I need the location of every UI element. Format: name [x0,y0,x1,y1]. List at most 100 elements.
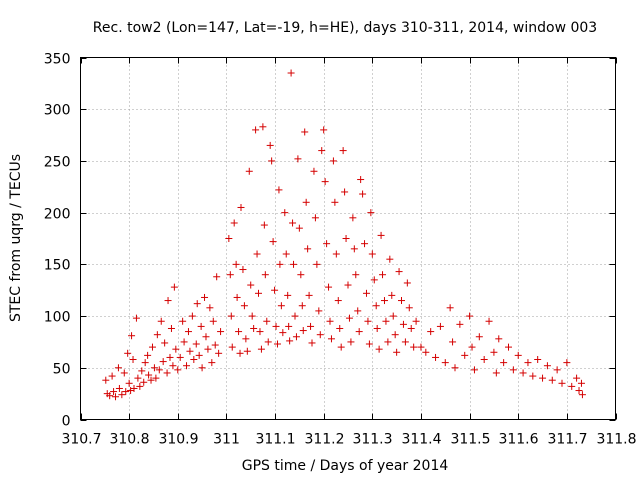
data-point [236,349,244,357]
data-point [399,320,407,328]
data-point [271,286,279,294]
data-point [509,366,517,374]
data-point [124,349,132,357]
data-point [350,245,358,253]
data-point [364,317,372,325]
data-point [188,312,196,320]
data-point [225,235,233,242]
data-point [326,317,334,325]
data-point [298,302,306,310]
data-point [242,335,250,343]
data-point [485,317,493,325]
data-point [172,345,180,353]
data-point [233,293,241,301]
data-point [228,343,236,351]
data-point [237,203,245,211]
data-point [336,324,344,332]
data-point [138,367,146,375]
data-point [475,333,483,341]
data-point [386,255,394,263]
data-point [372,302,380,310]
data-point [217,328,225,336]
x-tick-label: 311.6 [498,432,538,448]
x-tick-label: 311.8 [596,432,636,448]
data-point [395,268,403,276]
data-point [174,366,182,374]
data-point [183,362,191,370]
data-point [302,198,310,206]
x-tick-label: 310.8 [109,432,149,448]
data-point [352,271,360,279]
chart-title: Rec. tow2 (Lon=147, Lat=-19, h=HE), days… [93,20,597,36]
data-point [179,317,187,325]
data-point [332,250,340,258]
data-point [308,339,316,347]
data-point [365,340,373,348]
data-point [118,391,126,399]
x-tick-label: 310.7 [61,432,101,448]
data-point [163,369,171,377]
data-point [268,157,276,165]
data-point [500,359,508,367]
data-point [337,343,345,351]
data-point [436,322,444,330]
data-point [505,343,512,351]
data-point [255,289,263,297]
data-point [362,289,370,297]
data-point [285,322,293,330]
data-point [325,283,333,291]
data-point [204,345,212,353]
data-point [201,293,209,301]
data-point [129,356,137,364]
data-point [334,297,342,305]
data-point [341,188,349,196]
data-point [273,340,281,348]
data-point [289,219,297,227]
data-point [321,178,329,186]
data-points [102,69,586,401]
data-point [239,266,247,274]
y-tick-label: 200 [44,207,71,223]
data-point [202,333,210,341]
data-point [373,324,381,332]
data-point [329,157,337,165]
data-point [277,302,285,310]
data-point [159,358,167,366]
data-point [260,221,268,229]
grid-lines [80,57,616,420]
data-point [247,281,255,289]
data-point [304,245,312,253]
data-point [130,384,138,392]
data-point [468,343,476,351]
x-tick-labels: 310.7 310.8 310.9 311 311.1 311.2 311.3 311.4 31… [61,432,636,448]
data-point [112,393,120,401]
data-point [466,312,474,320]
data-point [355,328,363,336]
y-tick-label: 350 [44,52,71,68]
data-point [405,304,413,312]
data-point [490,348,498,356]
data-point [152,374,160,382]
data-point [410,343,418,351]
data-point [347,338,355,346]
data-point [226,271,234,279]
data-point [240,302,248,310]
data-point [354,307,362,315]
data-point [161,339,169,347]
data-point [480,356,488,364]
data-point [153,331,161,339]
data-point [166,353,174,361]
data-point [292,333,300,341]
data-point [370,276,378,284]
data-point [287,69,295,77]
data-point [461,351,469,359]
data-point [342,235,350,242]
data-point [375,345,383,353]
data-point [339,147,347,155]
data-point [401,338,409,346]
data-point [108,372,116,380]
data-point [311,214,319,222]
data-point [110,388,118,396]
data-point [193,300,201,308]
y-tick-labels: 0 50 100 150 200 250 300 350 [44,52,71,430]
